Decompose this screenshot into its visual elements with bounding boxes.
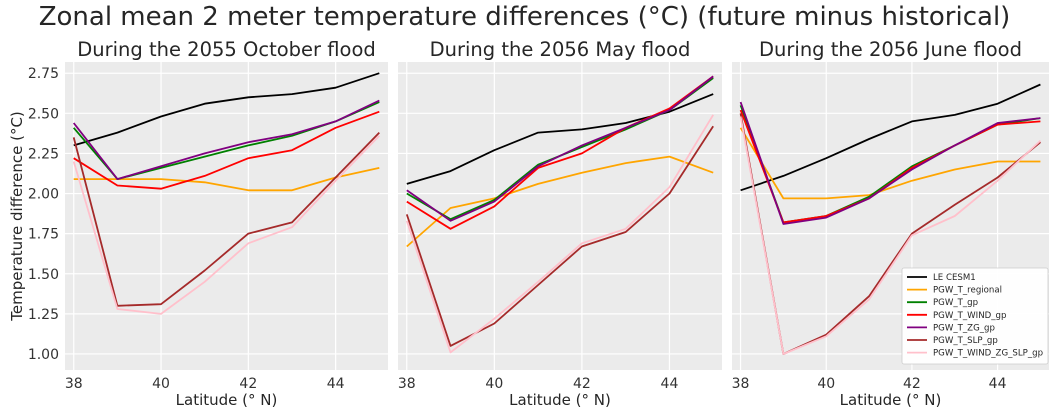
panel-3-x-tick-label: 42 xyxy=(903,376,921,392)
panel-3-x-tick-label: 38 xyxy=(732,376,750,392)
panel-3-x-tick-label: 44 xyxy=(989,376,1007,392)
panel-2-series-pgw-t-zg-gp xyxy=(406,75,714,222)
panel-1-x-tick-label: 44 xyxy=(327,376,345,392)
panel-1-series-le-cesm1 xyxy=(73,72,380,147)
panel-3-series-pgw-t-wind-zg-slp-gp xyxy=(739,116,1042,355)
panel-1-y-tick-label: 2.25 xyxy=(28,146,59,162)
panel-2-series-pgw-t-wind-zg-slp-gp xyxy=(405,114,714,354)
panel-1-y-tick-label: 2.00 xyxy=(28,187,59,203)
legend-label-pgw-t-regional: PGW_T_regional xyxy=(933,286,1002,296)
panel-2-x-tick-label: 44 xyxy=(661,376,679,392)
figure-title: Zonal mean 2 meter temperature differenc… xyxy=(38,2,1011,32)
legend-label-pgw-t-gp: PGW_T_gp xyxy=(933,298,978,308)
panel-1-x-tick-label: 40 xyxy=(152,376,170,392)
panel-1-y-axis-label: Temperature difference (°C) xyxy=(8,111,26,322)
panel-3-series-pgw-t-regional xyxy=(739,127,1041,200)
panel-1-y-tick-label: 1.25 xyxy=(28,307,59,323)
panel-1-y-tick-label: 1.75 xyxy=(28,227,59,243)
legend-label-pgw-t-wind-zg-slp-gp: PGW_T_WIND_ZG_SLP_gp xyxy=(933,349,1043,359)
panel-3-x-tick-label: 40 xyxy=(817,376,835,392)
panel-1-series-pgw-t-zg-gp xyxy=(72,99,380,181)
panel-2-x-tick-label: 38 xyxy=(398,376,416,392)
panel-3-x-axis-label: Latitude (° N) xyxy=(840,391,942,409)
panel-1-series-pgw-t-regional xyxy=(73,167,380,192)
panel-1-y-tick-label: 2.75 xyxy=(28,66,59,82)
panel-3-series-le-cesm1 xyxy=(740,83,1041,192)
legend-box xyxy=(901,267,1049,365)
panel-1-x-axis-label: Latitude (° N) xyxy=(176,391,278,409)
panel-1-series-pgw-t-wind-gp xyxy=(73,110,380,190)
legend-label-pgw-t-slp-gp: PGW_T_SLP_gp xyxy=(933,336,998,346)
legend-label-le-cesm1: LE CESM1 xyxy=(933,273,976,283)
panel-1-y-tick-label: 1.00 xyxy=(28,347,59,363)
panel-2-title: During the 2056 May flood xyxy=(430,38,691,61)
panel-1-y-tick-label: 2.50 xyxy=(28,106,59,122)
panel-2-x-axis-label: Latitude (° N) xyxy=(509,391,611,409)
legend-label-pgw-t-zg-gp: PGW_T_ZG_gp xyxy=(933,323,995,333)
panel-3-series-pgw-t-zg-gp xyxy=(739,101,1041,225)
panel-1-plot-area xyxy=(65,62,388,370)
panel-3-title: During the 2056 June flood xyxy=(759,38,1022,61)
panel-1-y-tick-label: 1.50 xyxy=(28,267,59,283)
panel-2-series-pgw-t-regional xyxy=(406,155,714,248)
panel-1-x-tick-label: 38 xyxy=(65,376,83,392)
panel-2-series-pgw-t-slp-gp xyxy=(405,125,714,347)
panel-2-x-tick-label: 40 xyxy=(485,376,503,392)
panel-1-title: During the 2055 October flood xyxy=(77,38,376,61)
panel-2-series-pgw-t-wind-gp xyxy=(406,75,714,230)
legend-label-pgw-t-wind-gp: PGW_T_WIND_gp xyxy=(933,311,1006,321)
panel-1-x-tick-label: 42 xyxy=(239,376,257,392)
panel-2-x-tick-label: 42 xyxy=(573,376,591,392)
panel-1-series-pgw-t-wind-zg-slp-gp xyxy=(72,135,380,315)
panel-1-series-pgw-t-slp-gp xyxy=(72,131,380,307)
